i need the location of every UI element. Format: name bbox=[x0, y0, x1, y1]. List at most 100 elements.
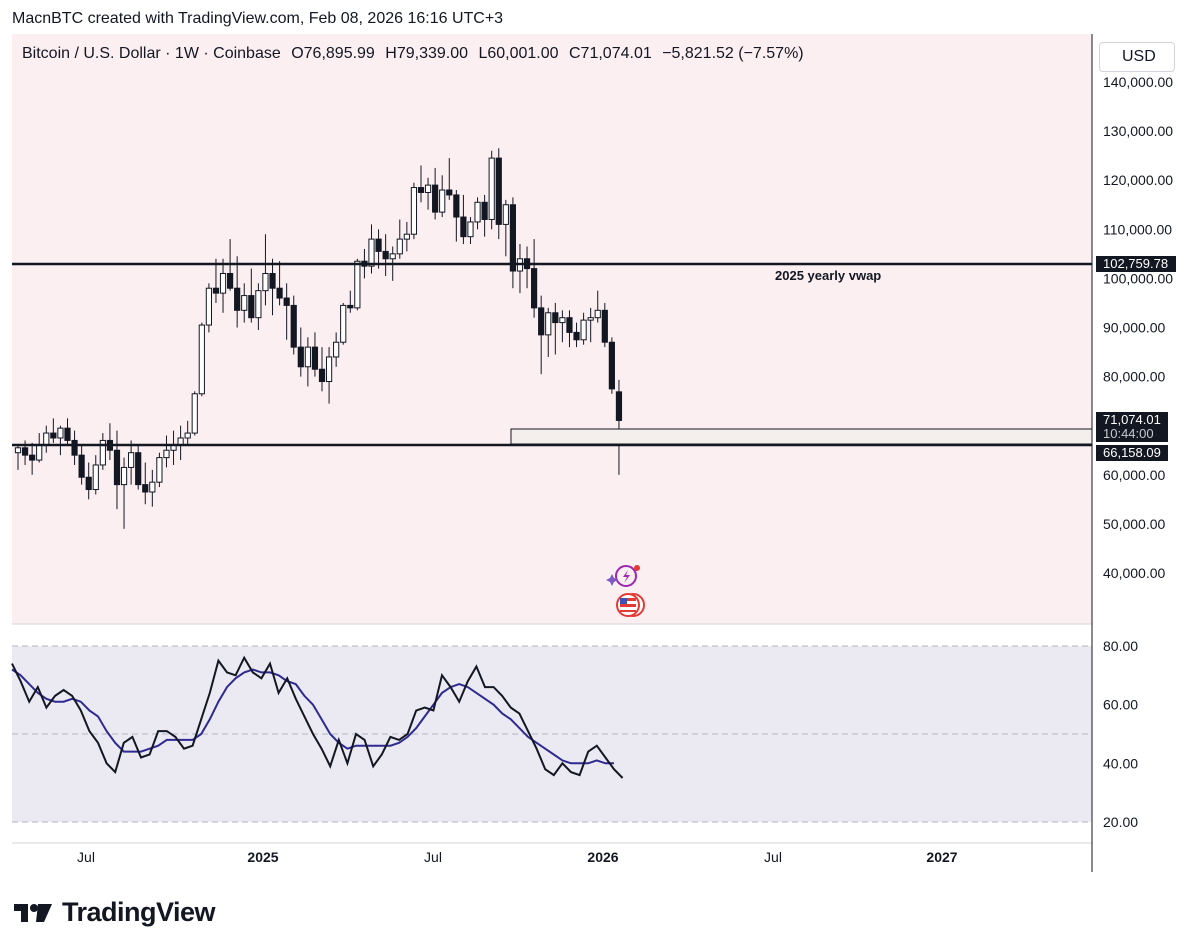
vwap-price-tag-text: 102,759.78 bbox=[1103, 256, 1168, 271]
candle[interactable] bbox=[57, 427, 64, 439]
candle[interactable] bbox=[325, 356, 333, 383]
candle[interactable] bbox=[594, 309, 601, 319]
candle[interactable] bbox=[50, 432, 57, 439]
candle[interactable] bbox=[85, 476, 92, 491]
candle[interactable] bbox=[92, 464, 99, 491]
candle[interactable] bbox=[580, 319, 587, 341]
candle[interactable] bbox=[135, 452, 142, 486]
last-price-text: 71,074.01 bbox=[1103, 412, 1161, 427]
candle[interactable] bbox=[559, 317, 566, 324]
candle[interactable] bbox=[163, 449, 170, 459]
candle[interactable] bbox=[417, 187, 425, 193]
candle[interactable] bbox=[142, 484, 149, 493]
candle[interactable] bbox=[36, 444, 43, 461]
candle[interactable] bbox=[269, 272, 276, 289]
candle[interactable] bbox=[128, 452, 135, 468]
candle[interactable] bbox=[573, 331, 580, 341]
candle[interactable] bbox=[354, 260, 361, 309]
candle[interactable] bbox=[601, 309, 608, 343]
tradingview-logo[interactable]: TradingView bbox=[14, 897, 216, 928]
candle[interactable] bbox=[212, 287, 220, 294]
candle[interactable] bbox=[78, 454, 85, 478]
candle[interactable] bbox=[234, 287, 241, 311]
candle[interactable] bbox=[347, 304, 354, 309]
candle[interactable] bbox=[297, 346, 304, 368]
candle[interactable] bbox=[566, 317, 573, 333]
candle[interactable] bbox=[248, 295, 255, 319]
candle[interactable] bbox=[227, 272, 234, 289]
candle[interactable] bbox=[14, 447, 22, 454]
spark-icon[interactable] bbox=[606, 565, 640, 587]
candle[interactable] bbox=[29, 454, 36, 461]
candle[interactable] bbox=[432, 184, 439, 213]
rsi-line bbox=[11, 655, 624, 779]
candle[interactable] bbox=[538, 307, 545, 336]
candle[interactable] bbox=[113, 449, 121, 486]
candle[interactable] bbox=[43, 432, 50, 446]
candle[interactable] bbox=[99, 439, 106, 466]
candle[interactable] bbox=[219, 272, 227, 294]
candle[interactable] bbox=[382, 250, 389, 260]
candle[interactable] bbox=[276, 287, 283, 299]
candle[interactable] bbox=[156, 457, 163, 483]
rsi-tick-label: 20.00 bbox=[1103, 814, 1138, 830]
candle[interactable] bbox=[64, 427, 71, 441]
candle[interactable] bbox=[488, 157, 495, 220]
candle[interactable] bbox=[198, 324, 205, 395]
candle[interactable] bbox=[255, 290, 262, 319]
candle[interactable] bbox=[608, 341, 615, 390]
candle[interactable] bbox=[545, 312, 552, 336]
candle[interactable] bbox=[149, 481, 156, 493]
candle[interactable] bbox=[368, 238, 375, 267]
candle[interactable] bbox=[120, 466, 128, 486]
candle[interactable] bbox=[318, 368, 326, 383]
candle[interactable] bbox=[587, 317, 594, 321]
candle[interactable] bbox=[241, 295, 248, 311]
candle[interactable] bbox=[262, 272, 269, 292]
candle[interactable] bbox=[552, 312, 559, 324]
time-axis-labels: Jul 2025 Jul 2026 Jul 2027 bbox=[77, 849, 958, 865]
candle[interactable] bbox=[71, 439, 78, 456]
candle[interactable] bbox=[375, 238, 382, 252]
candle[interactable] bbox=[403, 233, 410, 240]
price-tick-label: 50,000.00 bbox=[1103, 516, 1165, 532]
support-zone-box[interactable] bbox=[510, 428, 1093, 445]
candle[interactable] bbox=[467, 221, 474, 238]
candle[interactable] bbox=[502, 204, 509, 225]
candle[interactable] bbox=[191, 393, 198, 434]
candle[interactable] bbox=[311, 346, 319, 370]
candle[interactable] bbox=[410, 187, 418, 235]
candle[interactable] bbox=[283, 297, 290, 306]
candle[interactable] bbox=[509, 204, 516, 272]
candle[interactable] bbox=[340, 304, 347, 343]
candle[interactable] bbox=[389, 253, 396, 260]
currency-button[interactable]: USD bbox=[1099, 42, 1175, 72]
tradingview-logo-icon bbox=[14, 903, 52, 922]
candle[interactable] bbox=[474, 201, 481, 223]
candle[interactable] bbox=[21, 447, 29, 456]
candle[interactable] bbox=[304, 346, 311, 368]
candle[interactable] bbox=[396, 238, 403, 255]
candle[interactable] bbox=[495, 157, 502, 225]
price-tick-label: 60,000.00 bbox=[1103, 467, 1165, 483]
candle[interactable] bbox=[333, 341, 340, 358]
candle[interactable] bbox=[424, 184, 432, 193]
candle[interactable] bbox=[446, 189, 453, 196]
candle[interactable] bbox=[290, 304, 297, 348]
time-axis-label: 2027 bbox=[926, 849, 957, 865]
us-flag-icon[interactable] bbox=[616, 593, 645, 617]
candle[interactable] bbox=[205, 287, 212, 326]
candle[interactable] bbox=[481, 201, 488, 220]
symbol-name[interactable]: Bitcoin / U.S. Dollar · 1W · Coinbase bbox=[22, 45, 281, 62]
countdown-text: 10:44:00 bbox=[1103, 426, 1154, 441]
candle[interactable] bbox=[453, 194, 460, 218]
last-price-tag bbox=[1096, 412, 1168, 442]
brand-name: TradingView bbox=[62, 897, 216, 927]
candle[interactable] bbox=[184, 432, 191, 439]
candle[interactable] bbox=[531, 268, 538, 309]
candle[interactable] bbox=[460, 216, 467, 238]
candle[interactable] bbox=[439, 189, 446, 213]
candle[interactable] bbox=[615, 391, 623, 421]
